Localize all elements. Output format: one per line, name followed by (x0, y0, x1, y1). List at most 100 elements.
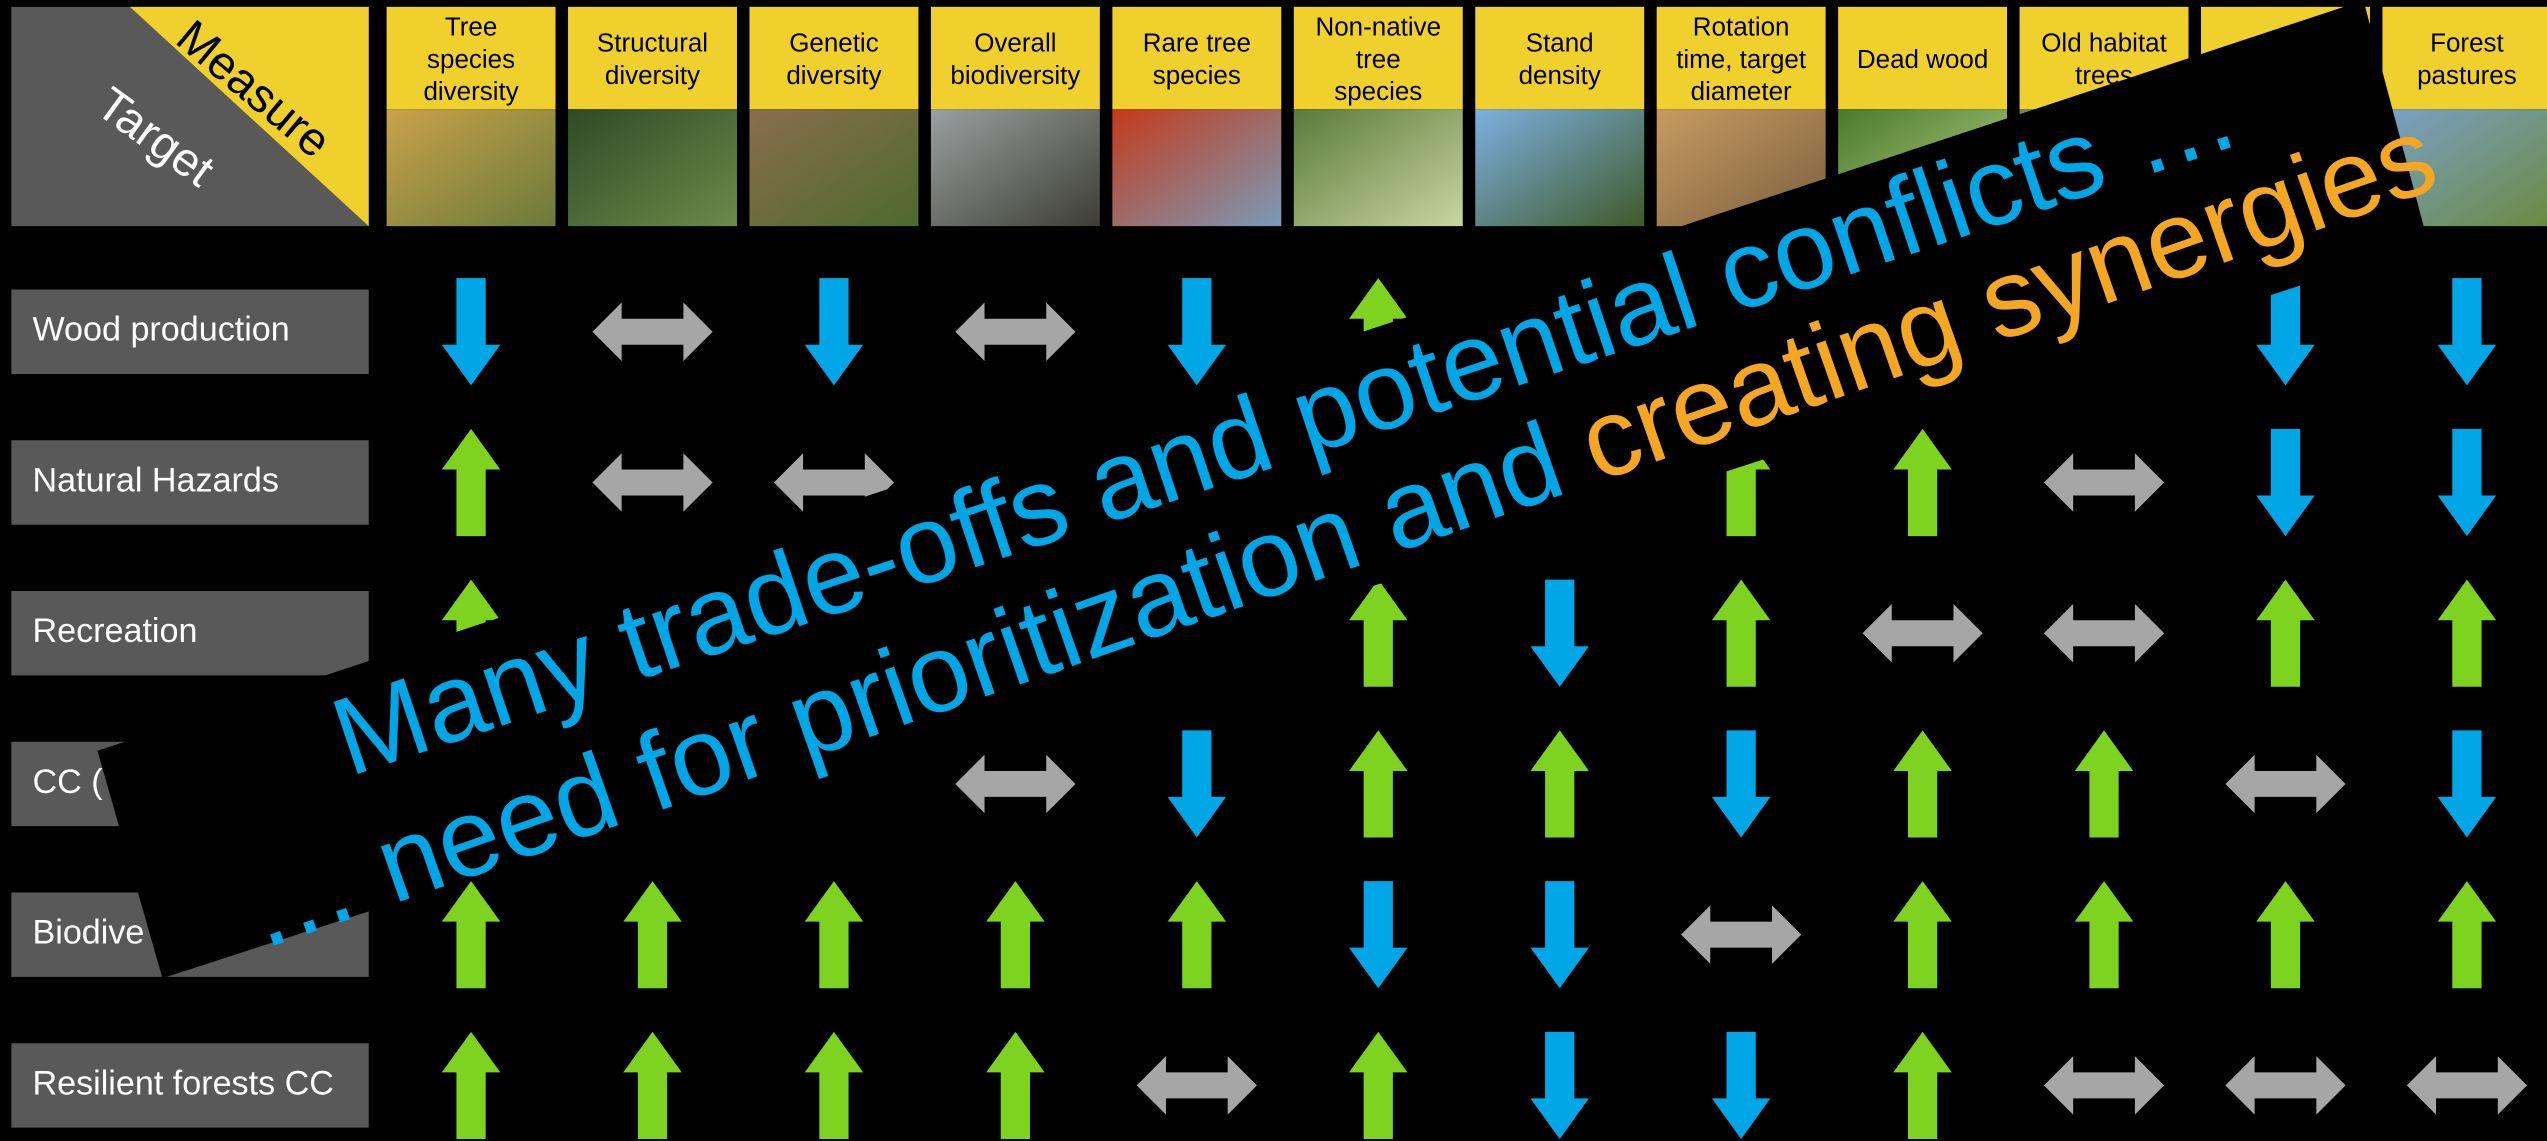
measure-label: pastures (2417, 60, 2517, 90)
measure-photo (1293, 109, 1463, 227)
target-label: Wood production (32, 311, 289, 349)
measure-label: Stand (1526, 28, 1594, 58)
measure-header (1838, 6, 2008, 110)
effect-arrow (986, 1031, 1045, 1140)
effect-arrow (1711, 579, 1771, 687)
measure-label: diversity (605, 60, 700, 90)
effect-arrow (1893, 428, 1952, 537)
measure-label: density (1519, 60, 1601, 90)
effect-arrow (1167, 730, 1227, 838)
effect-arrow (804, 1031, 864, 1140)
effect-arrow (986, 881, 1045, 989)
banner (97, 0, 2429, 979)
effect-arrow (1349, 730, 1408, 838)
effect-arrow (592, 302, 713, 361)
effect-arrow (955, 302, 1076, 361)
measure-header (1656, 6, 1826, 110)
measure-photo (749, 109, 919, 227)
effect-arrow (441, 881, 501, 989)
target-box (11, 440, 369, 525)
effect-arrow (2437, 730, 2497, 838)
effect-arrow (1136, 1056, 1257, 1115)
effect-arrow (592, 453, 713, 512)
effect-arrow (1530, 730, 1589, 838)
effect-arrow (2256, 881, 2315, 989)
target-label: CC ( (32, 763, 103, 801)
measure-header (1475, 6, 1645, 110)
measure-label: species (1153, 60, 1241, 90)
measure-label: Rare tree (1143, 28, 1251, 58)
effect-arrow (2437, 428, 2497, 537)
effect-arrow (2225, 1056, 2346, 1115)
measure-label: Forest (2430, 28, 2504, 58)
target-box (11, 590, 369, 676)
effect-arrow (2437, 579, 2497, 687)
effect-arrow (1530, 881, 1589, 989)
effect-arrow (2256, 278, 2315, 386)
effect-arrow (441, 278, 501, 386)
effect-arrow (1530, 1031, 1589, 1140)
effect-arrow (1893, 730, 1952, 838)
effect-arrow (1893, 1031, 1952, 1140)
measure-header (1112, 6, 1282, 110)
measure-label: species (427, 44, 515, 74)
effect-arrow (773, 453, 895, 512)
measure-photo (930, 109, 1100, 227)
effect-arrow (1349, 881, 1408, 989)
measure-label: Genetic (789, 28, 879, 58)
effect-arrow (804, 881, 864, 989)
measure-photo (568, 109, 737, 227)
target-box (11, 1043, 369, 1128)
effect-arrow (2225, 754, 2346, 814)
effect-arrow (2437, 278, 2497, 386)
target-box (11, 289, 369, 374)
measure-header (930, 6, 1100, 110)
effect-arrow (2074, 730, 2134, 838)
measure-label: Old habitat (2041, 28, 2167, 58)
measure-photo (1475, 109, 1645, 227)
measure-header (568, 6, 737, 110)
measure-label: species (1334, 76, 1422, 106)
measure-label: Tree (445, 11, 497, 41)
measure-label: Overall (974, 28, 1056, 58)
effect-arrow (804, 278, 864, 386)
measure-header (749, 6, 919, 110)
target-label: Biodive (32, 914, 144, 952)
target-label: Natural Hazards (32, 461, 278, 499)
effect-arrow (1530, 579, 1589, 687)
effect-arrow (2406, 1056, 2528, 1115)
measure-label: Non-native (1315, 11, 1441, 41)
effect-arrow (1862, 603, 1983, 663)
effect-arrow (1349, 579, 1408, 687)
target-label: Resilient forests CC (32, 1064, 333, 1102)
effect-arrow (1349, 1031, 1408, 1140)
effect-arrow (441, 1031, 501, 1140)
measure-label: tree (1356, 44, 1401, 74)
measure-photo (386, 109, 556, 227)
effect-arrow (1711, 730, 1771, 838)
effect-arrow (1893, 881, 1952, 989)
effect-arrow (1681, 905, 1802, 964)
effect-arrow (1711, 1031, 1771, 1140)
effect-arrow (623, 881, 682, 989)
effect-arrow (441, 428, 501, 537)
measure-label: diameter (1691, 76, 1792, 106)
measure-label: time, target (1676, 44, 1807, 74)
measure-photo (1112, 109, 1282, 227)
measure-label: Rotation (1693, 11, 1790, 41)
effect-arrow (2043, 1056, 2165, 1115)
effect-arrow (2256, 428, 2315, 537)
measure-label: diversity (423, 76, 518, 106)
effect-arrow (955, 754, 1076, 814)
measure-label: biodiversity (950, 60, 1080, 90)
measure-header (1293, 6, 1463, 110)
target-label: Recreation (32, 612, 197, 650)
measure-label: diversity (786, 60, 881, 90)
effect-arrow (2437, 881, 2497, 989)
measure-label: Dead wood (1857, 44, 1988, 74)
effect-arrow (1167, 881, 1227, 989)
measure-label: Structural (597, 28, 708, 58)
effect-arrow (2074, 881, 2134, 989)
